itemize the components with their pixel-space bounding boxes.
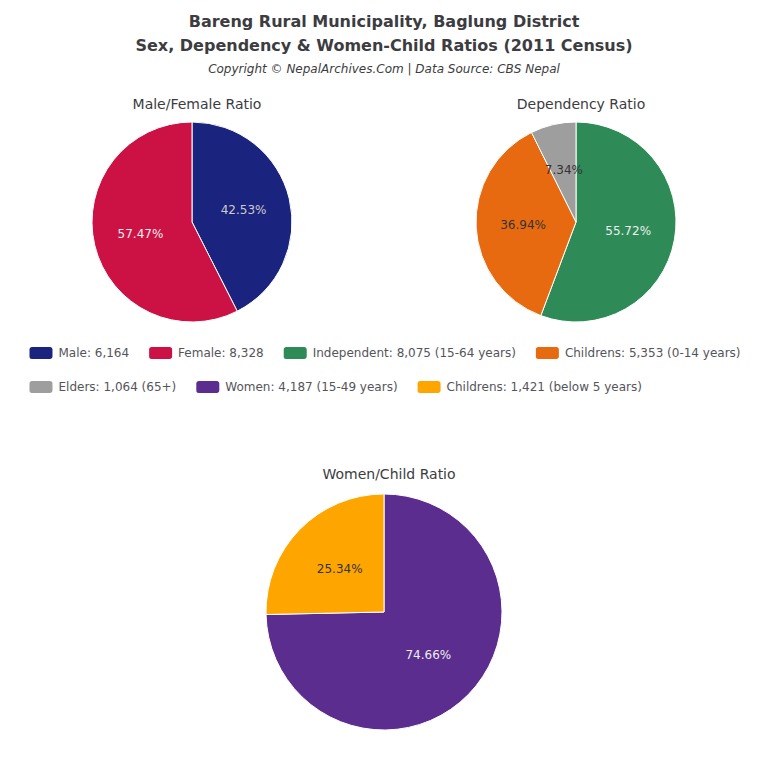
svg-text:Women: 4,187 (15-49 years): Women: 4,187 (15-49 years) xyxy=(225,380,397,394)
svg-text:55.72%: 55.72% xyxy=(605,224,651,238)
svg-text:Sex, Dependency & Women-Child: Sex, Dependency & Women-Child Ratios (20… xyxy=(135,36,632,55)
svg-text:Male: 6,164: Male: 6,164 xyxy=(58,346,129,360)
svg-text:Childrens: 5,353 (0-14 years): Childrens: 5,353 (0-14 years) xyxy=(565,346,741,360)
svg-text:Independent: 8,075 (15-64 year: Independent: 8,075 (15-64 years) xyxy=(313,346,516,360)
svg-text:Women/Child Ratio: Women/Child Ratio xyxy=(322,466,455,482)
svg-text:Dependency Ratio: Dependency Ratio xyxy=(517,96,646,112)
svg-text:36.94%: 36.94% xyxy=(500,218,546,232)
svg-text:Copyright © NepalArchives.Com: Copyright © NepalArchives.Com | Data Sou… xyxy=(208,62,560,76)
svg-text:Childrens: 1,421 (below 5 year: Childrens: 1,421 (below 5 years) xyxy=(447,380,642,394)
svg-text:7.34%: 7.34% xyxy=(545,163,583,177)
svg-text:57.47%: 57.47% xyxy=(118,227,164,241)
svg-text:Elders: 1,064 (65+): Elders: 1,064 (65+) xyxy=(58,380,176,394)
svg-text:Female: 8,328: Female: 8,328 xyxy=(178,346,264,360)
svg-text:Male/Female Ratio: Male/Female Ratio xyxy=(133,96,262,112)
svg-text:25.34%: 25.34% xyxy=(317,562,363,576)
svg-text:Bareng Rural Municipality, Bag: Bareng Rural Municipality, Baglung Distr… xyxy=(189,12,580,31)
svg-text:42.53%: 42.53% xyxy=(221,203,267,217)
svg-text:74.66%: 74.66% xyxy=(405,648,451,662)
